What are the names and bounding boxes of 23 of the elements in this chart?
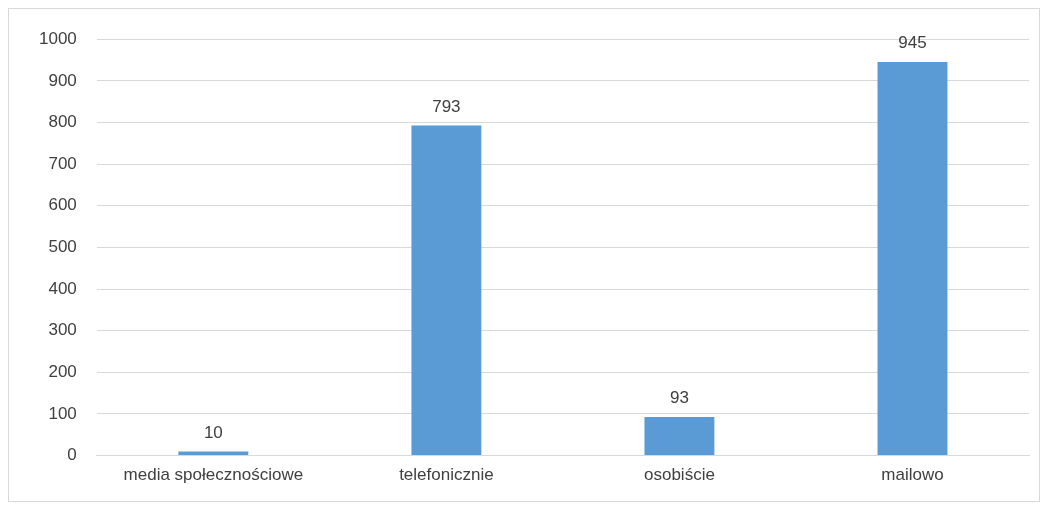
data-label: 793 — [432, 96, 461, 116]
y-tick-label: 0 — [67, 445, 77, 465]
y-tick-label: 700 — [48, 153, 77, 173]
bar — [411, 125, 482, 456]
y-tick-label: 600 — [48, 195, 77, 215]
x-tick-label: media społecznościowe — [123, 465, 304, 485]
y-tick-label: 800 — [48, 112, 77, 132]
y-tick-label: 900 — [48, 70, 77, 90]
bar — [644, 416, 715, 456]
y-tick-label: 200 — [48, 362, 77, 382]
x-tick-label: osobiście — [643, 465, 715, 485]
data-label: 93 — [669, 388, 689, 408]
data-label: 945 — [898, 33, 927, 53]
data-label: 10 — [203, 422, 223, 442]
y-tick-label: 1000 — [38, 28, 77, 48]
bar — [877, 62, 948, 456]
x-tick-label: telefonicznie — [399, 465, 494, 485]
y-tick-label: 500 — [48, 237, 77, 257]
y-tick-label: 400 — [48, 278, 77, 298]
x-tick-label: mailowo — [881, 465, 944, 485]
y-tick-label: 300 — [48, 320, 77, 340]
bar — [178, 451, 249, 456]
y-tick-label: 100 — [48, 403, 77, 423]
